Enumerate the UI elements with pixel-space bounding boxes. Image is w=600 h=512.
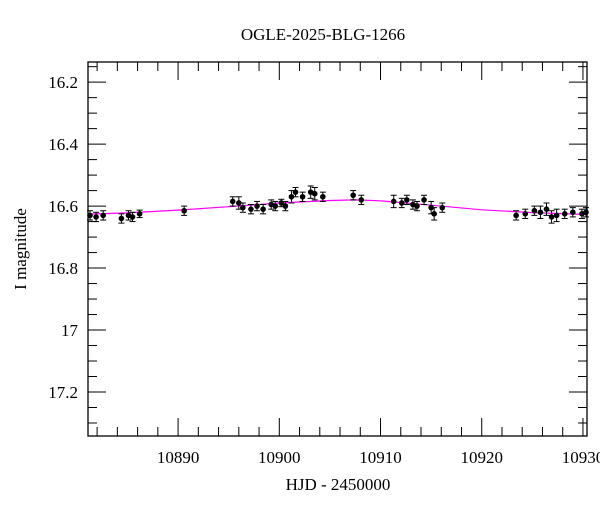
data-points [87,185,589,224]
data-point [439,202,446,213]
data-point [350,190,357,201]
y-tick-label: 16.4 [48,135,78,154]
y-tick-label: 17 [61,321,79,340]
y-tick-label: 16.8 [48,259,78,278]
data-point [100,210,107,221]
data-point [513,210,520,221]
data-point [413,200,420,212]
data-point [553,208,560,223]
data-point [118,213,125,224]
data-point [403,194,410,206]
data-point [531,205,538,216]
x-tick-label: 10930 [562,448,600,467]
data-point [409,199,416,210]
y-axis-label: I magnitude [11,208,30,290]
data-point [247,204,254,215]
data-point [319,191,326,202]
x-tick-label: 10910 [359,448,402,467]
data-point [129,211,136,223]
data-point [390,194,397,209]
x-tick-label: 10900 [258,448,301,467]
data-point [239,202,246,213]
x-axis-tick-labels: 10890 10900 10910 10920 10930 [157,448,600,467]
plot-area [87,185,589,224]
model-curve [87,199,588,216]
data-point [254,200,261,212]
data-point [292,186,299,198]
data-point [299,191,306,202]
axes-frame [87,61,588,437]
data-point [93,211,100,223]
data-point [522,208,529,219]
data-point [569,207,576,218]
data-point [537,205,544,219]
x-axis-ticks [96,62,584,436]
data-point [260,204,267,215]
chart-title: OGLE-2025-BLG-1266 [241,25,405,44]
data-point [136,209,143,219]
y-tick-label: 16.6 [48,197,78,216]
x-axis-label: HJD - 2450000 [286,475,391,494]
data-point [548,210,555,224]
data-point [181,205,188,216]
data-point [431,207,438,221]
data-point [311,186,318,201]
x-tick-label: 10920 [460,448,503,467]
y-tick-label: 16.2 [48,73,78,92]
data-point [398,197,405,209]
data-point [272,200,279,212]
data-point [229,196,236,207]
data-point [561,208,568,219]
x-tick-label: 10890 [157,448,200,467]
data-point [358,194,365,206]
data-point [282,200,289,212]
data-point [543,202,550,216]
model-line [87,199,588,216]
y-axis-tick-labels: 16.2 16.4 16.6 16.8 17 17.2 [48,73,78,402]
data-point [421,194,428,206]
data-point [428,200,435,215]
y-tick-label: 17.2 [48,383,78,402]
y-axis-ticks [88,66,587,424]
